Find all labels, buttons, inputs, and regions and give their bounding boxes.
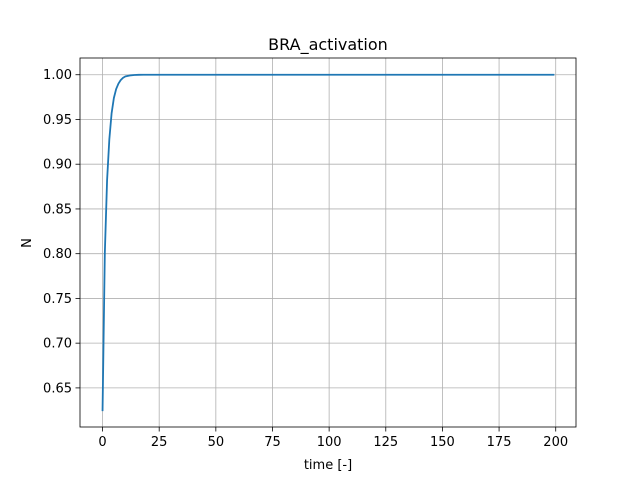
x-tick-label: 25	[151, 435, 168, 450]
y-tick-label: 0.85	[43, 202, 72, 217]
y-tick-label: 0.90	[43, 158, 72, 173]
x-tick-label: 200	[543, 435, 568, 450]
series-line	[101, 73, 555, 412]
x-tick-label: 50	[208, 435, 225, 450]
y-axis-label: N	[20, 238, 35, 248]
x-axis-ticks: 0 25 50 75 100 125 150 175 200	[98, 427, 568, 450]
y-tick-label: 0.75	[43, 292, 72, 307]
y-tick-label: 0.65	[43, 381, 72, 396]
plot-frame	[79, 57, 577, 428]
x-tick-label: 0	[98, 435, 106, 450]
x-tick-label: 175	[487, 435, 512, 450]
chart-title: BRA_activation	[268, 35, 388, 55]
y-axis-ticks: 0.65 0.70 0.75 0.80 0.85 0.90 0.95 1.00	[43, 68, 80, 396]
x-axis-label: time [-]	[304, 458, 352, 473]
y-tick-label: 1.00	[43, 68, 72, 83]
x-tick-label: 150	[430, 435, 455, 450]
y-tick-label: 0.95	[43, 113, 72, 128]
x-tick-label: 125	[373, 435, 398, 450]
y-tick-label: 0.70	[43, 337, 72, 352]
series-layer	[101, 73, 555, 412]
y-tick-label: 0.80	[43, 247, 72, 262]
x-tick-label: 75	[264, 435, 281, 450]
x-tick-label: 100	[317, 435, 342, 450]
